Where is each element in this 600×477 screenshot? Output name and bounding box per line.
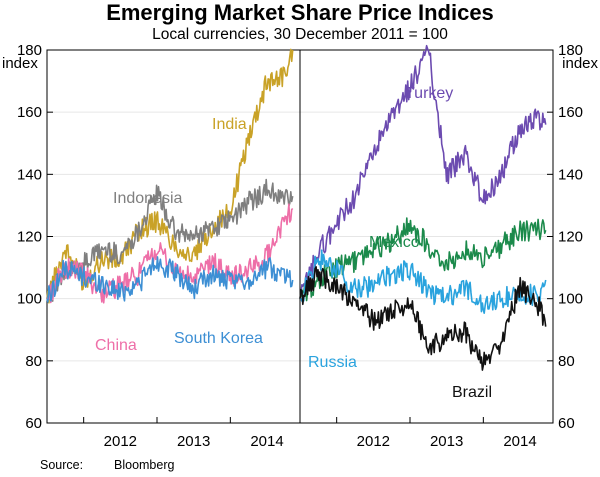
yaxis-label-right: index [562,55,598,72]
source-note: Source: Bloomberg [40,458,174,472]
chart-title: Emerging Market Share Price Indices [106,0,494,25]
series-line-indonesia [46,178,294,302]
ytick-label-left-160: 160 [17,104,42,121]
series-label-indonesia: Indonesia [113,190,182,207]
xtick-label-0-2014: 2014 [250,433,283,450]
xtick-label-0-2012: 2012 [104,433,137,450]
ytick-label-right-140: 140 [558,166,583,183]
ytick-label-left-80: 80 [25,353,42,370]
series-line-russia [300,249,547,315]
series-line-brazil [299,265,547,371]
source-value: Bloomberg [114,458,175,472]
chart-subtitle: Local currencies, 30 December 2011 = 100 [152,26,448,43]
yaxis-label-left: index [2,55,38,72]
ytick-label-right-120: 120 [558,229,583,246]
ytick-label-right-160: 160 [558,104,583,121]
xtick-label-0-2013: 2013 [177,433,210,450]
source-label: Source: [40,458,84,472]
ytick-label-right-60: 60 [558,415,575,432]
series-label-turkey: Turkey [405,85,453,102]
xtick-label-1-2014: 2014 [503,433,536,450]
series-label-south-korea: South Korea [174,330,263,347]
series-line-south-korea [46,256,294,303]
series-line-turkey [299,44,547,299]
ytick-label-right-180: 180 [558,42,583,59]
ytick-label-left-180: 180 [17,42,42,59]
series-label-china: China [95,337,137,354]
series-label-brazil: Brazil [452,384,492,401]
xtick-label-1-2012: 2012 [357,433,390,450]
ytick-label-left-60: 60 [25,415,42,432]
xtick-label-1-2013: 2013 [430,433,463,450]
ytick-label-left-100: 100 [17,291,42,308]
series-label-india: India [212,116,247,133]
series-line-india [46,48,294,304]
ytick-label-left-140: 140 [17,166,42,183]
series-line-mexico [299,217,547,302]
ytick-label-left-120: 120 [17,229,42,246]
series-label-mexico: Mexico [369,234,420,251]
ytick-label-right-80: 80 [558,353,575,370]
series-label-russia: Russia [308,354,357,371]
ytick-label-right-100: 100 [558,291,583,308]
